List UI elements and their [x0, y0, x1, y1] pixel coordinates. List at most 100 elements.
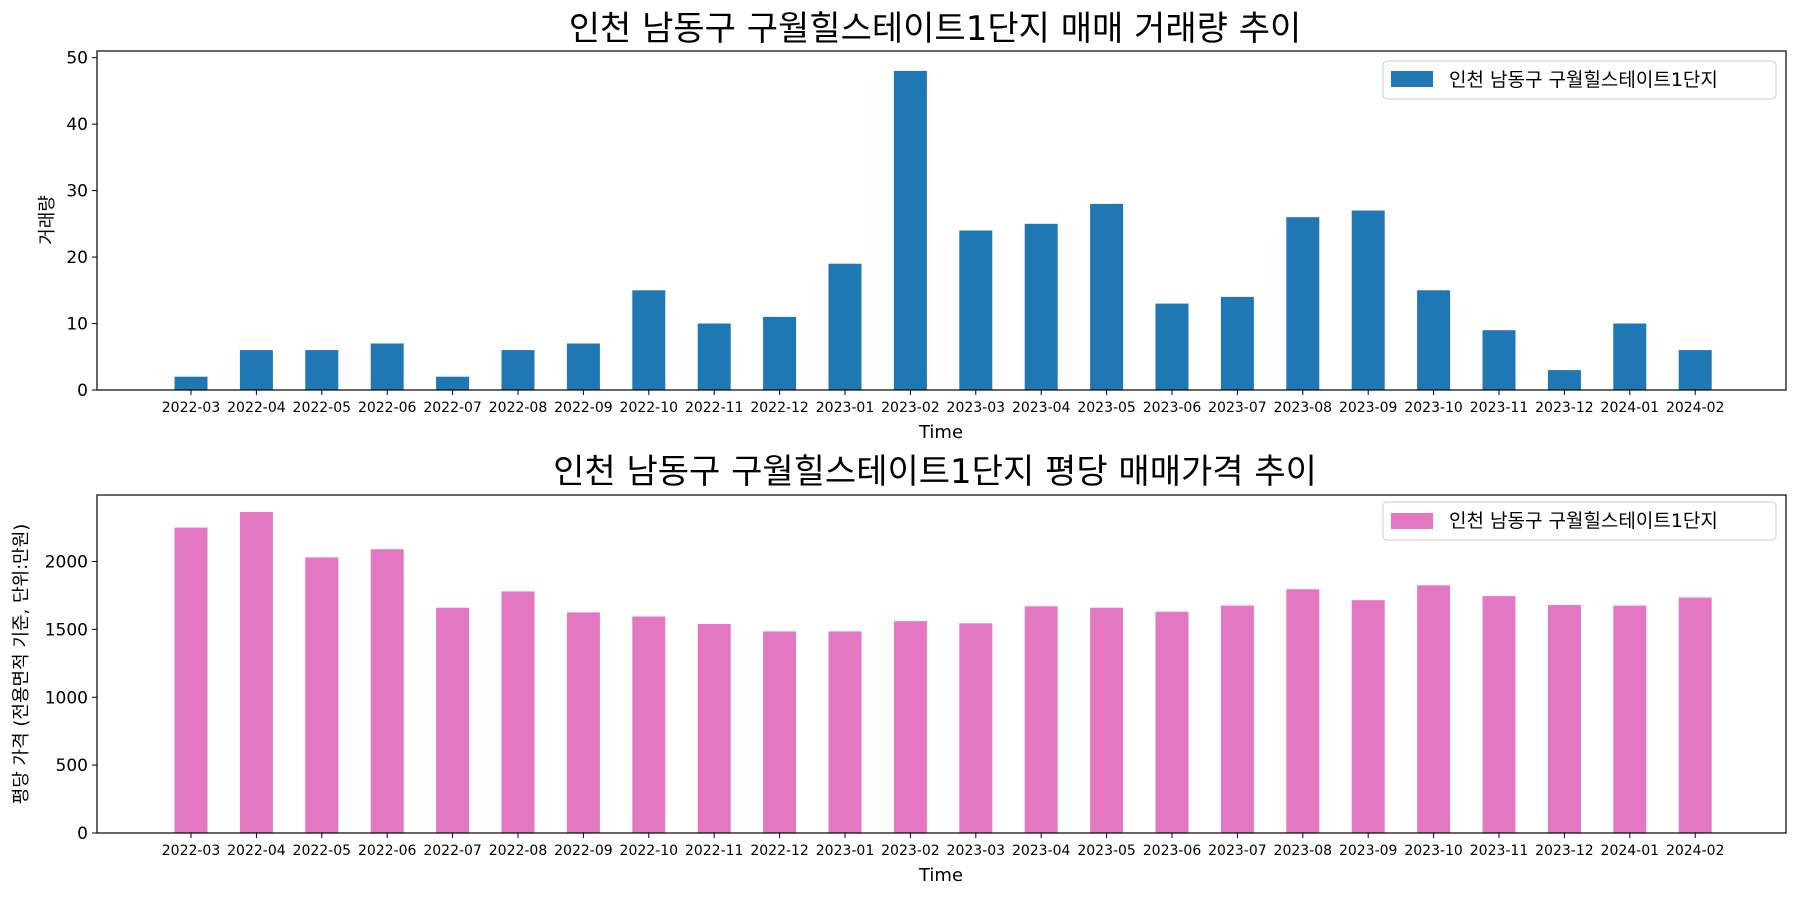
bar-2022-05	[305, 557, 339, 833]
x-tick-label: 2022-11	[685, 400, 744, 416]
x-tick-label: 2023-02	[881, 843, 940, 859]
bar-2022-05	[305, 350, 339, 390]
bars-group	[174, 70, 1712, 391]
x-tick-label: 2023-08	[1274, 400, 1333, 416]
legend-frame	[1382, 501, 1777, 541]
y-axis: 0 10 20 30 40 50	[66, 49, 97, 401]
bar-2023-09	[1351, 210, 1385, 390]
bar-2022-09	[566, 343, 600, 390]
x-tick-label: 2022-04	[227, 843, 286, 859]
legend-swatch	[1391, 513, 1433, 529]
x-tick-label: 2023-09	[1339, 843, 1398, 859]
x-tick-label: 2023-12	[1535, 400, 1594, 416]
bar-2023-11	[1482, 330, 1516, 390]
legend-frame	[1382, 60, 1777, 100]
bar-2022-03	[174, 376, 208, 390]
x-tick-label: 2023-02	[881, 400, 940, 416]
x-tick-label: 2022-03	[162, 843, 221, 859]
bar-2022-12	[763, 316, 797, 390]
x-axis: 2022-03 2022-04 2022-05 2022-06 2022-07 2022-…	[162, 833, 1724, 859]
x-tick-label: 2022-10	[620, 843, 679, 859]
x-tick-label: 2023-03	[947, 843, 1006, 859]
bar-2023-11	[1482, 596, 1516, 833]
x-axis: 2022-03 2022-04 2022-05 2022-06 2022-07 2022-…	[162, 390, 1725, 416]
x-tick-label: 2022-05	[293, 400, 352, 416]
x-axis-label: Time	[918, 865, 963, 886]
y-tick-label: 40	[66, 115, 88, 135]
bars-group	[174, 512, 1712, 833]
x-tick-label: 2023-04	[1012, 400, 1071, 416]
x-tick-label: 2023-10	[1404, 843, 1463, 859]
bar-2022-11	[697, 323, 731, 390]
bar-2023-01	[828, 631, 862, 833]
x-tick-label: 2022-08	[489, 400, 548, 416]
y-tick-label: 30	[66, 182, 88, 202]
x-tick-label: 2023-06	[1143, 843, 1202, 859]
bar-2023-12	[1547, 370, 1581, 390]
x-tick-label: 2023-12	[1535, 843, 1594, 859]
bar-2023-12	[1547, 605, 1581, 833]
x-tick-label: 2022-12	[750, 843, 809, 859]
x-tick-label: 2022-07	[423, 843, 482, 859]
y-tick-label: 0	[77, 824, 88, 844]
bar-2023-02	[893, 621, 927, 833]
legend-swatch	[1391, 71, 1433, 87]
bar-2022-06	[370, 343, 404, 390]
chart-title: 인천 남동구 구월힐스테이트1단지 평당 매매가격 추이	[553, 452, 1317, 492]
bar-2022-10	[632, 290, 666, 390]
bar-2024-02	[1678, 597, 1712, 833]
bar-2023-07	[1220, 605, 1254, 833]
x-tick-label: 2024-01	[1601, 400, 1660, 416]
bar-2022-07	[436, 376, 470, 390]
bar-2023-01	[828, 263, 862, 390]
bar-2023-08	[1286, 217, 1320, 390]
chart-title: 인천 남동구 구월힐스테이트1단지 매매 거래량 추이	[569, 9, 1302, 49]
bar-2022-06	[370, 549, 404, 833]
x-tick-label: 2023-01	[816, 843, 875, 859]
chart-price-per-pyeong: 인천 남동구 구월힐스테이트1단지 평당 매매가격 추이 0 500 1000 150…	[11, 452, 1787, 886]
y-tick-label: 20	[66, 248, 88, 268]
bar-2023-10	[1417, 290, 1451, 390]
bar-2022-12	[763, 631, 797, 833]
legend-label: 인천 남동구 구월힐스테이트1단지	[1449, 69, 1718, 91]
bar-2022-08	[501, 350, 535, 390]
x-tick-label: 2022-06	[358, 400, 417, 416]
x-tick-label: 2023-05	[1077, 400, 1136, 416]
x-tick-label: 2023-07	[1208, 400, 1267, 416]
x-tick-label: 2023-09	[1339, 400, 1398, 416]
x-tick-label: 2022-04	[227, 400, 286, 416]
y-axis-label: 평당 가격 (전용면적 기준, 단위:만원)	[11, 524, 32, 805]
bar-2023-03	[959, 623, 993, 833]
bar-2024-02	[1678, 350, 1712, 390]
bar-2023-08	[1286, 589, 1320, 833]
x-tick-label: 2024-01	[1601, 843, 1660, 859]
x-tick-label: 2023-07	[1208, 843, 1267, 859]
bar-2023-05	[1090, 607, 1124, 833]
bar-2022-11	[697, 624, 731, 833]
x-tick-label: 2022-05	[293, 843, 352, 859]
x-tick-label: 2022-10	[620, 400, 679, 416]
y-tick-label: 1500	[45, 620, 88, 640]
bar-2023-04	[1024, 223, 1058, 390]
x-tick-label: 2024-02	[1666, 400, 1725, 416]
bar-2022-03	[174, 527, 208, 833]
x-tick-label: 2023-08	[1274, 843, 1333, 859]
bar-2022-04	[239, 350, 273, 390]
x-tick-label: 2023-04	[1012, 843, 1071, 859]
x-tick-label: 2022-09	[554, 400, 613, 416]
plot-frame	[96, 50, 1787, 391]
x-tick-label: 2022-09	[554, 843, 613, 859]
x-axis-label: Time	[918, 422, 963, 443]
x-tick-label: 2023-05	[1077, 843, 1136, 859]
chart-transaction-volume: 인천 남동구 구월힐스테이트1단지 매매 거래량 추이 01020304050 …	[37, 9, 1787, 443]
x-tick-label: 2022-11	[685, 843, 744, 859]
x-tick-label: 2023-10	[1404, 400, 1463, 416]
legend: 인천 남동구 구월힐스테이트1단지	[1382, 501, 1777, 541]
x-tick-label: 2022-12	[750, 400, 809, 416]
x-tick-label: 2023-03	[947, 400, 1006, 416]
bar-2023-03	[959, 230, 993, 390]
bar-2023-10	[1417, 585, 1451, 833]
bar-2023-05	[1090, 203, 1124, 390]
bar-2023-09	[1351, 600, 1385, 833]
